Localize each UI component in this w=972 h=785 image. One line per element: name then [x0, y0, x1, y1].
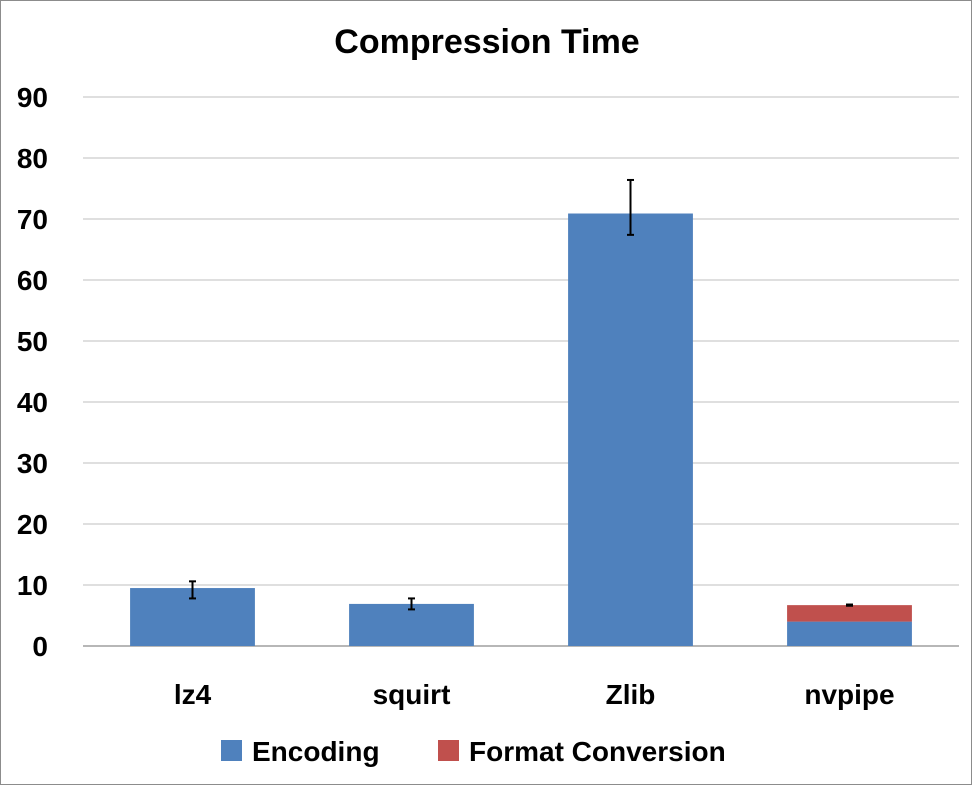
y-tick-label: 70 [17, 204, 48, 235]
x-category-label: squirt [373, 679, 451, 710]
x-axis-categories: lz4 squirt Zlib nvpipe [174, 679, 895, 710]
x-category-label: Zlib [606, 679, 656, 710]
legend-swatch [221, 740, 242, 761]
bars [130, 213, 912, 646]
bar-Zlib-encoding [568, 213, 693, 646]
x-category-label: nvpipe [804, 679, 894, 710]
legend-label: Format Conversion [469, 736, 726, 767]
y-tick-label: 80 [17, 143, 48, 174]
y-tick-label: 30 [17, 448, 48, 479]
y-tick-label: 40 [17, 387, 48, 418]
y-axis-ticks: 0 10 20 30 40 50 60 70 80 90 [17, 82, 48, 662]
x-category-label: lz4 [174, 679, 212, 710]
y-tick-label: 60 [17, 265, 48, 296]
gridlines [83, 96, 959, 647]
y-tick-label: 50 [17, 326, 48, 357]
bar-nvpipe-encoding [787, 621, 912, 646]
y-tick-label: 90 [17, 82, 48, 113]
legend-swatch [438, 740, 459, 761]
y-tick-label: 10 [17, 570, 48, 601]
bar-squirt-encoding [349, 603, 474, 646]
legend-label: Encoding [252, 736, 380, 767]
bar-nvpipe-format-conversion [787, 605, 912, 622]
y-tick-label: 0 [32, 631, 48, 662]
chart-title: Compression Time [334, 23, 639, 61]
legend: Encoding Format Conversion [221, 736, 726, 767]
error-bars [189, 178, 853, 611]
y-tick-label: 20 [17, 509, 48, 540]
